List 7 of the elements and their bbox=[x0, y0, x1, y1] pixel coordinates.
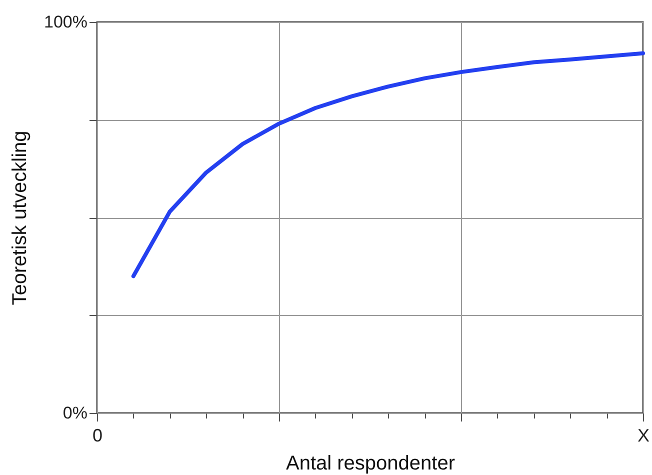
x-axis-title: Antal respondenter bbox=[286, 452, 456, 474]
x-tick-label: 0 bbox=[92, 426, 103, 446]
y-tick-label: 100% bbox=[44, 12, 88, 32]
line-series bbox=[131, 51, 645, 278]
y-tick-label: 0% bbox=[62, 404, 88, 422]
x-tick-label: X bbox=[637, 426, 650, 446]
y-axis-title: Teoretisk utveckling bbox=[9, 130, 32, 306]
